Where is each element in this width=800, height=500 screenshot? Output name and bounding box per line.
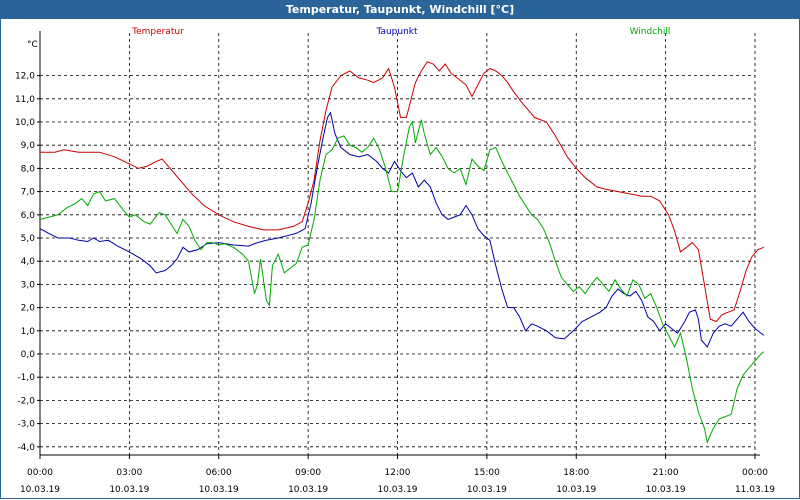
x-tick-date-label: 11.03.19 xyxy=(735,485,775,495)
legend-item-temperatur: Temperatur xyxy=(131,27,184,37)
x-tick-date-label: 10.03.19 xyxy=(199,485,239,495)
y-tick-label: 8,0 xyxy=(21,164,36,174)
x-tick-date-label: 10.03.19 xyxy=(288,485,328,495)
y-tick-label: 12,0 xyxy=(15,72,35,82)
x-tick-date-label: 10.03.19 xyxy=(20,485,60,495)
tick-labels: 12,0 11,0 10,0 9,0 8,0 7,0 6,0 5,0 4,0 3,0 2,0 1,0 0… xyxy=(15,40,775,495)
y-tick-label: 0,0 xyxy=(21,350,36,360)
x-tick-date-label: 10.03.19 xyxy=(109,485,149,495)
y-tick-label: -2,0 xyxy=(17,396,35,406)
chart-title-bar: Temperatur, Taupunkt, Windchill [°C] xyxy=(0,0,800,19)
x-tick-date-label: 10.03.19 xyxy=(556,485,596,495)
x-tick-time-label: 06:00 xyxy=(206,468,232,478)
x-tick-time-label: 15:00 xyxy=(474,468,500,478)
series-line-taupunkt xyxy=(39,111,765,348)
y-tick-label: 9,0 xyxy=(21,141,36,151)
x-tick-time-label: 12:00 xyxy=(385,468,411,478)
x-tick-date-label: 10.03.19 xyxy=(646,485,686,495)
grid-lines xyxy=(39,33,756,455)
y-tick-label: -1,0 xyxy=(17,373,35,383)
y-tick-label: 7,0 xyxy=(21,188,36,198)
y-axis-unit-label: °C xyxy=(27,40,38,50)
x-tick-time-label: 00:00 xyxy=(27,468,53,478)
legend-item-taupunkt: Taupunkt xyxy=(375,27,418,37)
series-line-temperatur xyxy=(40,61,765,323)
legend: Temperatur Taupunkt Windchill xyxy=(131,27,670,37)
axes xyxy=(37,31,760,459)
y-tick-label: 10,0 xyxy=(15,118,35,128)
y-tick-label: 2,0 xyxy=(21,304,36,314)
chart-title: Temperatur, Taupunkt, Windchill [°C] xyxy=(285,3,515,16)
y-tick-label: 5,0 xyxy=(21,234,36,244)
y-tick-label: 3,0 xyxy=(21,280,36,290)
y-tick-label: 4,0 xyxy=(21,257,36,267)
x-tick-date-label: 10.03.19 xyxy=(467,485,507,495)
y-tick-label: 1,0 xyxy=(21,327,36,337)
x-tick-time-label: 03:00 xyxy=(116,468,142,478)
x-tick-date-label: 10.03.19 xyxy=(377,485,417,495)
x-tick-time-label: 21:00 xyxy=(653,468,679,478)
series-lines xyxy=(39,61,765,444)
series-line-windchill xyxy=(39,119,765,444)
y-tick-label: 6,0 xyxy=(21,211,36,221)
x-tick-time-label: 00:00 xyxy=(742,468,768,478)
y-tick-label: 11,0 xyxy=(15,95,35,105)
y-tick-label: -4,0 xyxy=(17,443,35,453)
y-tick-label: -3,0 xyxy=(17,420,35,430)
x-tick-time-label: 18:00 xyxy=(563,468,589,478)
legend-item-windchill: Windchill xyxy=(630,27,671,37)
x-tick-time-label: 09:00 xyxy=(295,468,321,478)
